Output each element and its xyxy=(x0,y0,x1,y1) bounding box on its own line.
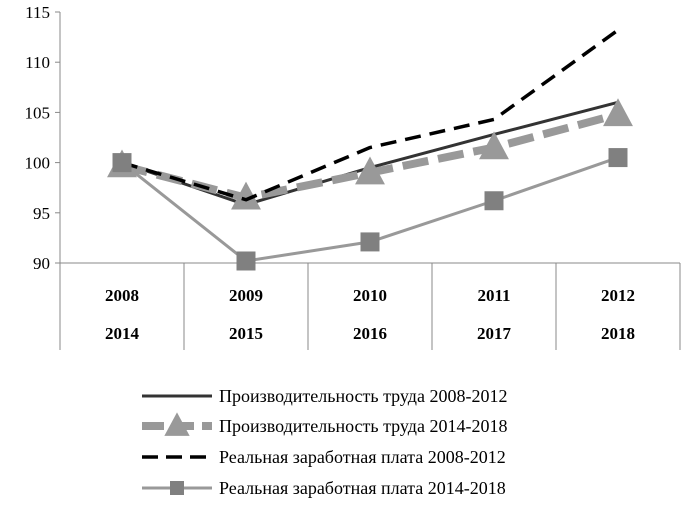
legend-label: Реальная заработная плата 2008-2012 xyxy=(219,447,506,467)
series-layer xyxy=(107,28,633,271)
y-tick-label: 115 xyxy=(25,3,50,22)
square-marker xyxy=(236,251,256,271)
y-tick-label: 90 xyxy=(33,254,50,273)
y-tick-label: 95 xyxy=(33,204,50,223)
category-label: 2017 xyxy=(477,324,512,343)
category-label: 2009 xyxy=(229,286,263,305)
legend-label: Реальная заработная плата 2014-2018 xyxy=(219,478,506,498)
triangle-marker xyxy=(355,156,385,185)
triangle-marker xyxy=(164,412,190,436)
series-line xyxy=(121,100,619,207)
legend-label: Производительность труда 2008-2012 xyxy=(219,386,507,406)
triangle-marker xyxy=(603,98,633,127)
category-label: 2011 xyxy=(477,286,510,305)
category-label: 2012 xyxy=(601,286,635,305)
square-marker xyxy=(484,191,504,211)
triangle-marker xyxy=(231,181,261,210)
series-line xyxy=(121,28,620,202)
triangle-marker xyxy=(479,131,509,160)
category-axis: 2008 2009 2010 2011 2012 2014 2015 2016 2017 2018 xyxy=(105,286,635,343)
y-tick-label: 105 xyxy=(25,103,51,122)
category-label: 2015 xyxy=(229,324,263,343)
square-marker xyxy=(170,481,184,495)
category-label: 2014 xyxy=(105,324,140,343)
category-label: 2018 xyxy=(601,324,635,343)
y-tick-label: 100 xyxy=(25,154,51,173)
plot-area xyxy=(59,12,681,350)
y-tick-label: 110 xyxy=(25,53,50,72)
legend-label: Производительность труда 2014-2018 xyxy=(219,416,507,436)
square-marker xyxy=(360,232,380,252)
category-label: 2010 xyxy=(353,286,387,305)
category-label: 2016 xyxy=(353,324,387,343)
square-marker xyxy=(112,153,132,173)
square-marker xyxy=(608,148,628,168)
legend: Производительность труда 2008-2012 Произв… xyxy=(142,386,507,498)
category-label: 2008 xyxy=(105,286,139,305)
y-axis: 90 95 100 105 110 115 xyxy=(25,3,60,273)
